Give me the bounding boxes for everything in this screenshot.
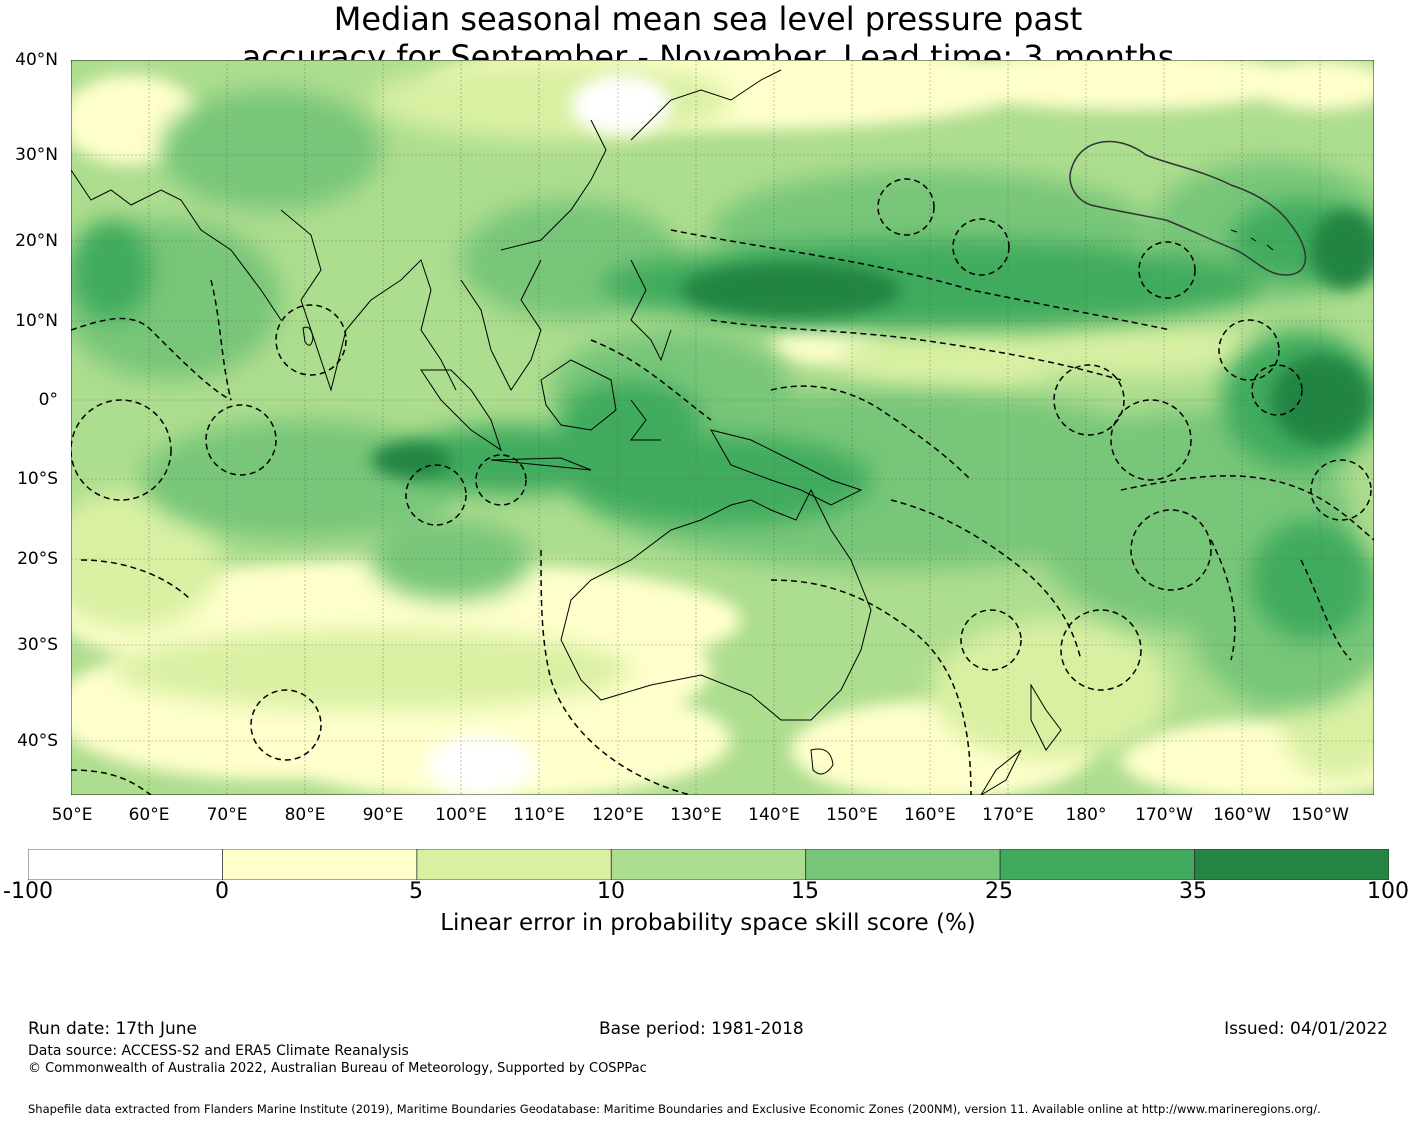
coastline-new-zealand-north	[1030, 683, 1062, 751]
data-source: Data source: ACCESS-S2 and ERA5 Climate …	[28, 1043, 409, 1059]
run-date: Run date: 17th June	[28, 1019, 197, 1039]
colorbar-segment	[28, 849, 223, 880]
skill-score-map	[71, 60, 1374, 795]
colorbar-tick-100: 100	[1367, 879, 1409, 904]
coastline-indochina	[460, 259, 542, 391]
map-title: Median seasonal mean sea level pressure …	[0, 0, 1416, 76]
lat-label-20s: 20°S	[17, 549, 58, 569]
lon-label-70e: 70°E	[206, 805, 248, 825]
lon-label-80e: 80°E	[284, 805, 326, 825]
lon-label-120e: 120°E	[592, 805, 644, 825]
shapefile-credit: Shapefile data extracted from Flanders M…	[28, 1102, 1321, 1116]
coastline-china	[500, 119, 607, 251]
coastline-philippines	[630, 259, 672, 362]
lon-label-150w: 150°W	[1291, 805, 1349, 825]
coastline-sulawesi	[630, 399, 661, 441]
lat-label-30s: 30°S	[17, 635, 58, 655]
coastline-korea-japan	[630, 69, 782, 141]
lon-label-170w: 170°W	[1135, 805, 1193, 825]
colorbar-label: Linear error in probability space skill …	[440, 910, 976, 936]
colorbar-tick-15: 15	[791, 879, 819, 904]
lat-label-40s: 40°S	[17, 731, 58, 751]
lon-label-150e: 150°E	[826, 805, 878, 825]
lon-label-160e: 160°E	[904, 805, 956, 825]
colorbar-tick-35: 35	[1179, 879, 1207, 904]
lon-label-60e: 60°E	[128, 805, 170, 825]
coastline-sri-lanka	[302, 326, 314, 346]
coastline-borneo	[540, 359, 617, 431]
coastline-tasmania	[810, 748, 834, 775]
lon-label-110e: 110°E	[513, 805, 565, 825]
copyright-notice: © Commonwealth of Australia 2022, Austra…	[28, 1061, 647, 1076]
colorbar-segment	[805, 849, 1001, 880]
coastline-india	[280, 209, 402, 392]
coastline-java	[490, 457, 592, 471]
lat-label-10n: 10°N	[15, 311, 58, 331]
colorbar-tick-neg100: -100	[3, 879, 53, 904]
colorbar-segment	[610, 849, 807, 880]
colorbar-segment	[1194, 849, 1389, 880]
colorbar-segment	[999, 849, 1195, 880]
lat-label-30n: 30°N	[15, 145, 58, 165]
colorbar-tick-5: 5	[409, 879, 423, 904]
lon-label-100e: 100°E	[435, 805, 487, 825]
lon-label-170e: 170°E	[982, 805, 1034, 825]
coastline-arabia	[71, 169, 282, 321]
colorbar-tick-10: 10	[597, 879, 625, 904]
coastline-sumatra	[420, 369, 502, 452]
map-title-line-1: Median seasonal mean sea level pressure …	[333, 0, 1083, 38]
lat-label-10s: 10°S	[17, 469, 58, 489]
coastline-new-zealand-south	[980, 749, 1022, 795]
graticule	[71, 60, 1374, 795]
coastline-hawaii	[1230, 229, 1274, 251]
lon-label-180: 180°	[1065, 805, 1107, 825]
colorbar-tick-0: 0	[215, 879, 229, 904]
colorbar	[28, 849, 1389, 880]
lon-label-140e: 140°E	[748, 805, 800, 825]
lon-label-160w: 160°W	[1213, 805, 1271, 825]
colorbar-segment	[416, 849, 612, 880]
base-period: Base period: 1981-2018	[599, 1019, 804, 1039]
skill-band-35-100	[371, 210, 1374, 478]
coastline-new-guinea	[709, 429, 863, 506]
issued-date: Issued: 04/01/2022	[1224, 1019, 1388, 1039]
hawaii-monument-outline	[1069, 140, 1307, 276]
lat-label-equator: 0°	[38, 390, 58, 410]
lat-label-20n: 20°N	[15, 231, 58, 251]
colorbar-tick-25: 25	[985, 879, 1013, 904]
coastline-australia	[560, 488, 872, 721]
lat-label-40n: 40°N	[15, 50, 58, 70]
lon-label-130e: 130°E	[670, 805, 722, 825]
skill-band-negative	[426, 75, 671, 795]
coastlines	[71, 69, 1274, 795]
lon-label-90e: 90°E	[362, 805, 404, 825]
lon-label-50e: 50°E	[51, 805, 93, 825]
colorbar-segment	[222, 849, 418, 880]
coastline-bay-of-bengal	[400, 259, 457, 391]
eez-boundaries	[71, 178, 1374, 795]
